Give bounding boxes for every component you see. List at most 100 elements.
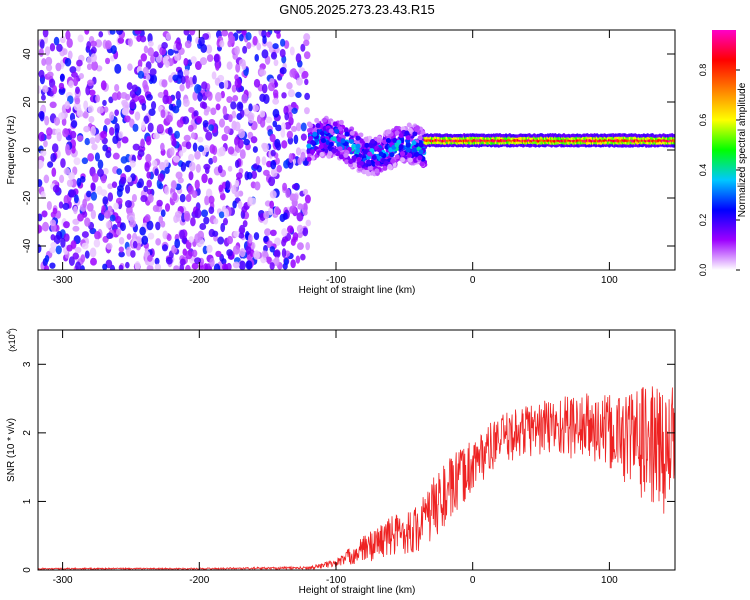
spectrogram-cell (110, 45, 117, 55)
snr-x-ticks: -300 -200 -100 0 100 (53, 330, 618, 586)
spectrogram-cell (382, 165, 388, 171)
spectrogram-cell (314, 117, 320, 123)
spectrogram-cell (374, 160, 380, 166)
spectrogram-cell (417, 155, 423, 161)
spectrogram-cell (201, 81, 208, 90)
spectrogram-cell (39, 111, 45, 122)
spectrogram-cell (129, 219, 137, 228)
spectrogram-cell (272, 98, 280, 105)
spectrogram-cell (340, 138, 346, 144)
spectrogram-cell (91, 172, 99, 183)
spectrogram-cell (131, 84, 139, 92)
spectrogram-cell (213, 263, 221, 270)
snr-y-ticks: 0 1 2 3 (22, 361, 675, 573)
spectrogram-cell (327, 151, 333, 157)
spectrogram-cell (275, 157, 280, 165)
spectrogram-cell (86, 41, 91, 50)
colorbar-ticks: 0.0 0.2 0.4 0.6 0.8 (698, 64, 740, 276)
spectrogram-cell (231, 110, 237, 119)
spectrogram-cell (188, 171, 194, 181)
spectrogram-cell (43, 174, 50, 184)
spectrogram-cell (245, 32, 252, 41)
spectrogram-cell (398, 133, 404, 139)
spectrogram-cell (109, 30, 116, 35)
spectrogram-cell (228, 34, 236, 44)
spectrogram-cell (63, 221, 70, 229)
spectrogram-cell (244, 108, 250, 115)
spectrogram-cell (389, 152, 395, 158)
spectrogram-cell (191, 190, 198, 199)
spectrogram-cell (58, 82, 65, 90)
spectrogram-cell (310, 149, 316, 155)
spectrogram-cell (318, 144, 324, 150)
spectrogram-cell (184, 40, 192, 49)
spectrogram-cell (291, 125, 298, 132)
spectrogram-cell (348, 159, 354, 165)
spectrogram-cell (124, 200, 132, 208)
spectrogram-cell (208, 206, 215, 214)
spectrogram-cell (67, 50, 73, 60)
spectrogram-cell (320, 138, 326, 144)
spectrogram-cell (238, 34, 244, 42)
spectrogram-cell (289, 69, 295, 78)
spectrogram-cell (126, 176, 132, 183)
spectrogram-cell (283, 160, 290, 169)
spectrogram-cell (283, 257, 289, 266)
spectrogram-cell (287, 111, 293, 120)
spectrogram-cell (66, 179, 74, 188)
spectrogram-cell (259, 110, 266, 118)
spectrogram-cell (218, 184, 224, 193)
spectrogram-cell (69, 130, 77, 139)
spectrogram-cell (141, 235, 149, 245)
spectrogram-cell (358, 132, 364, 138)
spectrogram-cell (393, 125, 399, 131)
spectrogram-cell (411, 140, 417, 146)
spectrogram-cell (394, 154, 400, 160)
spectrogram-cell (172, 138, 177, 147)
spectrogram-cell (383, 160, 389, 166)
spectrogram-cell (376, 137, 382, 143)
spectrogram-cell (303, 39, 310, 47)
spectrogram-cell (349, 130, 355, 136)
spectrogram-cell (53, 36, 60, 46)
spectrogram-cell (96, 168, 104, 177)
spectrogram-cell (172, 191, 178, 202)
spectrogram-cell (322, 144, 328, 150)
spectrogram-cell (63, 167, 71, 175)
spectrogram-cell (362, 149, 368, 155)
spectrogram-cell (109, 126, 115, 136)
spectrogram-cell (59, 174, 65, 184)
spectrogram-cell (175, 90, 181, 101)
spectrogram-cell (150, 101, 157, 110)
colorbar-tick-label: 0.4 (698, 164, 708, 177)
spectrogram-cell (161, 42, 168, 49)
spectrogram-cell (90, 46, 97, 54)
spectrogram-cell (215, 250, 222, 258)
spectrogram-cell (141, 120, 146, 131)
spectrogram-cell (111, 92, 119, 101)
spectrogram-cell (291, 107, 298, 114)
spectrogram-cell (114, 84, 120, 92)
spectrogram-cell (237, 138, 244, 149)
spectrogram-cell (263, 210, 270, 220)
spectrogram-cell (214, 91, 222, 102)
spectrogram-cell (74, 97, 81, 105)
spectrogram-cell (259, 69, 267, 76)
spectrogram-cell (188, 236, 195, 243)
spectrogram-cell (241, 93, 248, 104)
spectrogram-cell (140, 194, 148, 203)
spectrogram-cell (176, 119, 184, 128)
spectrogram-cell (142, 66, 149, 77)
spectrogram-cell (199, 57, 208, 66)
spectrogram-cell (248, 114, 255, 124)
spectrogram-cell (125, 261, 130, 269)
spectrogram-cell (370, 138, 376, 144)
spectrogram-cell (306, 143, 312, 149)
spectrogram-cell (164, 166, 170, 175)
snr-y-label: SNR (10 * v/v) (6, 418, 17, 482)
spectrogram-cell (76, 59, 83, 67)
spectrogram-cell (286, 130, 294, 139)
spectrogram-x-label: Height of straight line (km) (299, 285, 416, 296)
spectrogram-cell (155, 238, 161, 246)
